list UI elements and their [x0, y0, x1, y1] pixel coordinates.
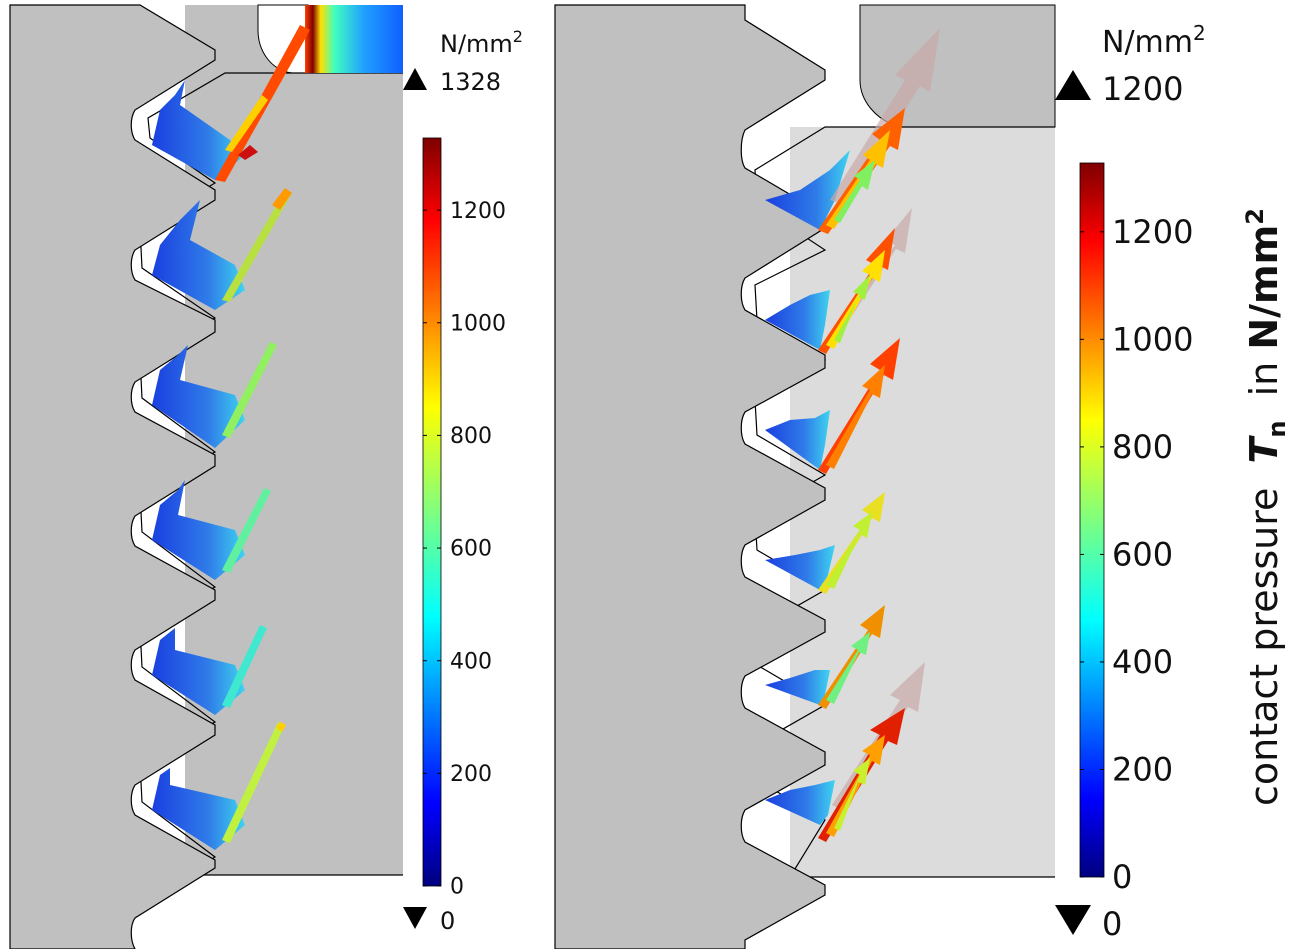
right-min-marker-triangle	[1055, 905, 1091, 935]
colorbar-tick-label: 800	[1112, 428, 1173, 466]
axis-title-prefix: contact pressure	[1242, 488, 1286, 806]
left-pressure-bar	[222, 488, 271, 573]
left-flank-field	[152, 480, 245, 580]
left-pressure-bar	[222, 190, 292, 302]
left-pressure-bar	[225, 95, 268, 152]
left-pressure-bar	[238, 145, 258, 160]
colorbar-tick-label: 800	[450, 424, 492, 449]
left-unit-label: N/mm2	[440, 27, 523, 58]
axis-title-middle: in	[1242, 362, 1286, 397]
colorbar-tick-label: 1000	[450, 311, 506, 336]
axis-title-unit-base: N/mm	[1242, 225, 1286, 350]
left-max-label: 1328	[440, 68, 501, 96]
left-top-contact-strip	[305, 5, 403, 73]
left-pressure-bar	[272, 188, 292, 210]
colorbar-tick-label: 200	[1112, 751, 1173, 789]
colorbar-tick-label: 1200	[1112, 213, 1193, 251]
right-arrow	[826, 130, 890, 229]
right-flank-field	[765, 780, 835, 825]
right-colorbar-ticks: 0 200 400 600 800 1000 1200	[1080, 213, 1193, 896]
right-max-label: 1200	[1102, 70, 1183, 108]
left-pressure-bar	[222, 625, 267, 708]
right-flank-field	[765, 290, 830, 350]
right-max-marker-triangle	[1055, 70, 1091, 100]
right-flank-field	[765, 670, 830, 705]
axis-title-gap3	[1242, 350, 1286, 362]
axis-title-gap2	[1242, 408, 1286, 420]
axis-title-subscript: n	[1263, 420, 1291, 437]
left-unit-exp: 2	[513, 27, 523, 46]
right-pressure-fields	[765, 150, 850, 825]
right-arrow	[818, 492, 885, 594]
right-arrow	[826, 512, 872, 589]
right-arrow	[834, 275, 870, 343]
colorbar-tick-label: 1000	[1112, 321, 1193, 359]
right-arrow	[826, 632, 870, 704]
left-flank-field	[152, 200, 245, 310]
right-unit-label: N/mm2	[1102, 21, 1206, 60]
right-unit-base: N/mm	[1102, 25, 1193, 60]
colorbar-tick-label: 200	[450, 762, 492, 787]
left-pressure-bar	[276, 722, 286, 732]
left-flank-field	[152, 628, 245, 715]
left-colorbar-ticks: 0 200 400 600 800 1000 1200	[423, 199, 506, 900]
right-arrow	[834, 758, 870, 831]
left-pressure-bar	[222, 342, 277, 438]
left-pressure-fields	[152, 80, 245, 850]
colorbar-tick-label: 0	[450, 875, 464, 900]
right-flank-field	[765, 545, 835, 590]
right-min-label: 0	[1102, 905, 1122, 943]
left-unit-base: N/mm	[440, 30, 513, 58]
right-arrow-faded	[830, 28, 940, 205]
colorbar-axis-title: contact pressure Tn in N/mm2	[1241, 208, 1291, 806]
right-flank-field	[765, 150, 850, 230]
axis-title-gap1	[1242, 475, 1286, 487]
right-colorbar	[1079, 162, 1105, 878]
colorbar-tick-label: 400	[450, 649, 492, 674]
axis-title-unit-exp: 2	[1241, 208, 1269, 225]
right-arrow	[818, 605, 885, 709]
left-flank-field	[152, 768, 245, 850]
right-flank-field	[765, 410, 830, 470]
right-unit-exp: 2	[1193, 21, 1206, 45]
right-pressure-arrows	[818, 28, 940, 842]
left-panel: 0 200 400 600 800 1000 1200 N/mm2 1328 0	[9, 4, 523, 949]
right-arrow	[826, 250, 885, 349]
colorbar-tick-label: 600	[1112, 536, 1173, 574]
colorbar-tick-label: 0	[1112, 858, 1132, 896]
left-min-marker-triangle	[403, 907, 427, 929]
right-arrow	[826, 365, 885, 469]
left-pressure-bar	[222, 722, 285, 843]
right-bolt-body	[554, 4, 826, 949]
left-colorbar	[422, 137, 442, 887]
left-bolt-body	[9, 4, 216, 949]
left-max-marker-triangle	[403, 68, 427, 90]
left-pressure-bars	[215, 25, 310, 843]
right-nut-body	[790, 127, 1055, 877]
colorbar-tick-label: 600	[450, 537, 492, 562]
colorbar-tick-label: 400	[1112, 643, 1173, 681]
colorbar-tick-label: 1200	[450, 199, 506, 224]
right-arrow	[834, 160, 875, 223]
axis-title-symbol: T	[1242, 434, 1286, 463]
left-min-label: 0	[440, 907, 455, 935]
left-flank-field	[152, 80, 245, 180]
left-flank-field	[152, 345, 245, 448]
